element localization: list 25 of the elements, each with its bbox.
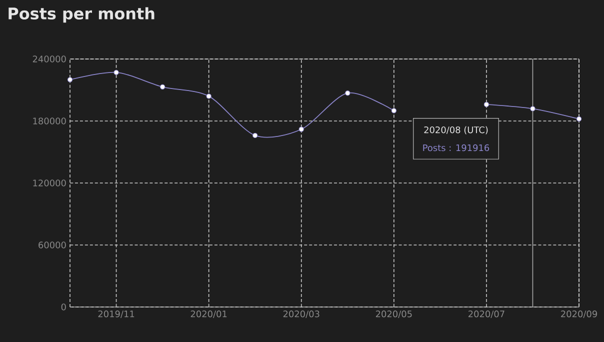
y-tick-label: 120000: [33, 180, 66, 186]
point: [391, 108, 397, 114]
point: [576, 116, 582, 122]
x-tick-label: 2020/03: [283, 310, 320, 318]
x-tick-label: 2020/01: [190, 310, 227, 318]
point: [530, 106, 536, 112]
x-tick-label: 2020/09: [561, 310, 597, 318]
y-tick-label: 60000: [38, 242, 66, 248]
point: [484, 102, 490, 108]
y-tick-label: 240000: [32, 56, 66, 62]
y-tick-label: 180000: [33, 118, 66, 124]
point: [67, 77, 73, 82]
x-tick-label: 2020/05: [376, 310, 412, 318]
annotation: Posts : 191916: [423, 144, 490, 152]
point: [298, 126, 304, 132]
chart-title: Posts per month: [8, 7, 154, 23]
point: [345, 90, 350, 96]
x-tick-label: 2020/07: [468, 310, 504, 318]
y-tick-label: 0: [61, 304, 66, 310]
point: [206, 94, 212, 99]
annotation: 2020/08 (UTC): [424, 126, 488, 134]
point: [252, 132, 258, 138]
point: [114, 70, 119, 76]
point: [160, 84, 166, 90]
x-tick-label: 2019/11: [98, 310, 134, 318]
